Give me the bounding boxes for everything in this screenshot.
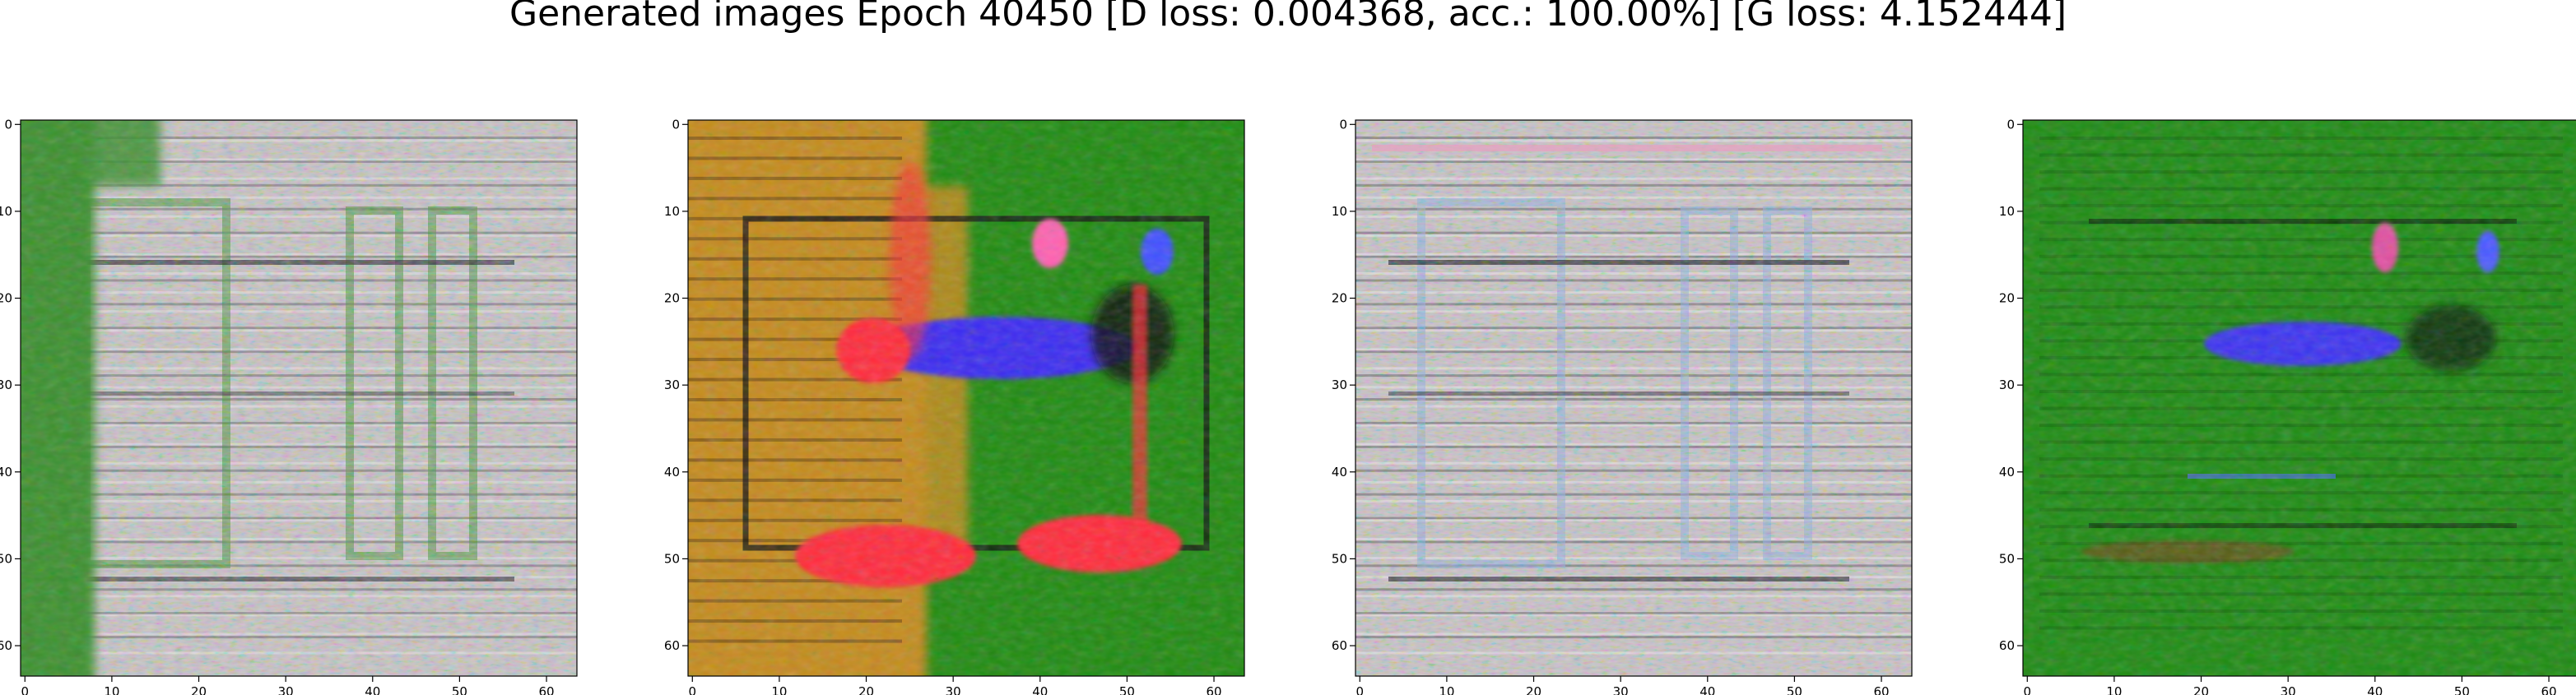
x-tick-label: 30 bbox=[278, 684, 294, 695]
y-tick-label: 60 bbox=[664, 638, 680, 653]
y-tick-label: 40 bbox=[664, 465, 680, 480]
y-tick-label: 30 bbox=[0, 378, 12, 392]
x-tick-label: 40 bbox=[365, 684, 380, 695]
x-tick-label: 40 bbox=[1032, 684, 1048, 695]
x-tick-label: 50 bbox=[452, 684, 467, 695]
y-tick-label: 20 bbox=[1999, 291, 2015, 306]
y-tick-label: 0 bbox=[2006, 117, 2015, 132]
x-tick-label: 50 bbox=[2454, 684, 2470, 695]
image-panel-1: 0 10 20 30 40 50 60 0 10 20 30 40 50 60 bbox=[0, 117, 578, 695]
noise-texture bbox=[21, 120, 577, 676]
noise-texture bbox=[688, 120, 1244, 676]
x-tick-label: 10 bbox=[1439, 684, 1454, 695]
image-panel-2: 0 10 20 30 40 50 60 0 10 20 30 40 50 60 bbox=[664, 117, 1245, 695]
y-tick-label: 50 bbox=[0, 551, 12, 566]
x-tick-label: 20 bbox=[858, 684, 874, 695]
x-tick-label: 50 bbox=[1787, 684, 1802, 695]
pink-stripe bbox=[1372, 145, 1882, 151]
image-panel-4: 0 10 20 30 40 50 60 0 10 20 30 40 50 60 bbox=[1999, 117, 2576, 695]
y-tick-label: 30 bbox=[1999, 378, 2015, 392]
y-tick-label: 40 bbox=[0, 465, 12, 480]
y-tick-label: 50 bbox=[1999, 551, 2015, 566]
x-tick-label: 20 bbox=[1526, 684, 1541, 695]
x-tick-label: 60 bbox=[1206, 684, 1221, 695]
y-tick-label: 60 bbox=[1332, 638, 1347, 653]
noise-texture bbox=[2023, 120, 2576, 676]
y-tick-label: 0 bbox=[672, 117, 680, 132]
y-tick-label: 10 bbox=[1999, 204, 2015, 219]
generated-image bbox=[2023, 120, 2576, 676]
figure-title: Generated images Epoch 40450 [D loss: 0.… bbox=[509, 0, 2067, 35]
x-tick-label: 0 bbox=[21, 684, 30, 695]
generated-image bbox=[21, 120, 577, 676]
x-tick-label: 10 bbox=[771, 684, 787, 695]
x-tick-label: 60 bbox=[2541, 684, 2556, 695]
x-tick-label: 20 bbox=[2193, 684, 2209, 695]
x-tick-label: 60 bbox=[1873, 684, 1889, 695]
y-tick-label: 20 bbox=[1332, 291, 1347, 306]
generated-image bbox=[1355, 120, 1912, 676]
y-tick-label: 10 bbox=[664, 204, 680, 219]
x-tick-label: 0 bbox=[2024, 684, 2032, 695]
y-tick-label: 50 bbox=[664, 551, 680, 566]
x-tick-label: 30 bbox=[1613, 684, 1629, 695]
y-tick-label: 20 bbox=[664, 291, 680, 306]
noise-texture bbox=[1355, 120, 1912, 676]
x-tick-label: 10 bbox=[104, 684, 119, 695]
y-tick-label: 50 bbox=[1332, 551, 1347, 566]
axes-frame bbox=[1355, 119, 1913, 677]
x-tick-label: 40 bbox=[2367, 684, 2383, 695]
x-tick-label: 30 bbox=[946, 684, 961, 695]
x-tick-label: 60 bbox=[538, 684, 554, 695]
y-tick-label: 10 bbox=[1332, 204, 1347, 219]
x-tick-label: 30 bbox=[2281, 684, 2296, 695]
x-tick-label: 10 bbox=[2106, 684, 2122, 695]
y-tick-label: 60 bbox=[0, 638, 12, 653]
x-tick-label: 20 bbox=[191, 684, 207, 695]
y-tick-label: 60 bbox=[1999, 638, 2015, 653]
y-tick-label: 30 bbox=[664, 378, 680, 392]
x-tick-label: 0 bbox=[689, 684, 697, 695]
y-tick-label: 40 bbox=[1999, 465, 2015, 480]
generated-image bbox=[688, 120, 1244, 676]
y-tick-label: 10 bbox=[0, 204, 12, 219]
x-tick-label: 40 bbox=[1700, 684, 1715, 695]
x-tick-label: 50 bbox=[1119, 684, 1135, 695]
image-panel-3: 0 10 20 30 40 50 60 0 10 20 30 40 50 60 bbox=[1332, 117, 1913, 695]
y-tick-label: 40 bbox=[1332, 465, 1347, 480]
y-tick-label: 0 bbox=[4, 117, 12, 132]
axes-frame bbox=[2022, 119, 2576, 677]
y-tick-label: 0 bbox=[1339, 117, 1347, 132]
x-tick-label: 0 bbox=[1356, 684, 1365, 695]
y-tick-label: 20 bbox=[0, 291, 12, 306]
axes-frame bbox=[20, 119, 578, 677]
axes-frame bbox=[687, 119, 1245, 677]
y-tick-label: 30 bbox=[1332, 378, 1347, 392]
